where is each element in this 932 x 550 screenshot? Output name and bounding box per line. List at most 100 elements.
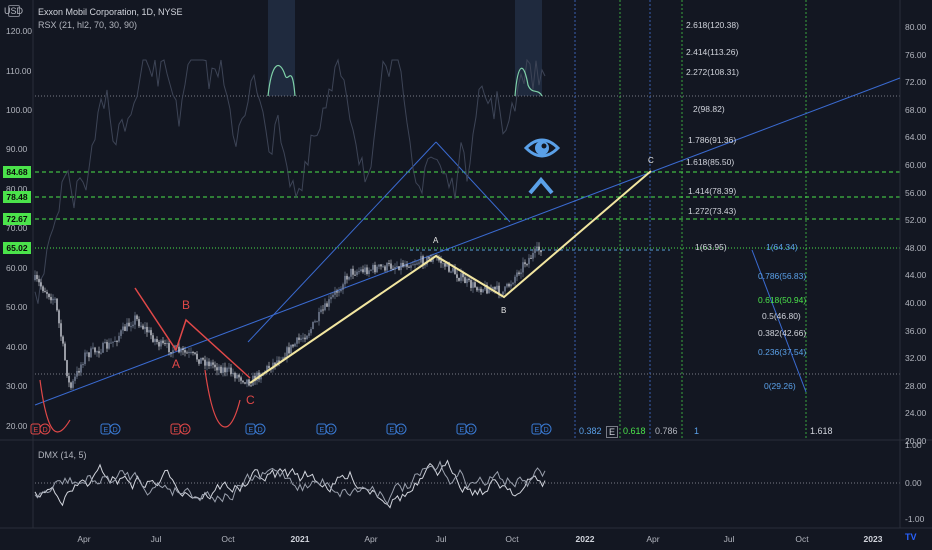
candle-body bbox=[508, 283, 510, 287]
candle-body bbox=[242, 380, 244, 383]
wave-label-a: A bbox=[433, 236, 439, 245]
wave-label-c: C bbox=[648, 156, 654, 165]
candle-body bbox=[422, 256, 424, 266]
candle-body bbox=[138, 319, 140, 327]
candle-body bbox=[390, 263, 392, 269]
candle-body bbox=[46, 292, 48, 294]
candle-body bbox=[194, 352, 196, 354]
candle-body bbox=[366, 267, 368, 275]
left-axis-label: 80.00 bbox=[6, 184, 28, 194]
candle-body bbox=[244, 382, 246, 384]
candle-body bbox=[522, 262, 524, 273]
candle-body bbox=[112, 341, 114, 343]
candle-body bbox=[144, 326, 146, 329]
right-axis-label: 80.00 bbox=[905, 22, 927, 32]
candle-body bbox=[210, 362, 212, 367]
candle-body bbox=[310, 328, 312, 334]
candle-body bbox=[118, 335, 120, 342]
candle-body bbox=[336, 291, 338, 293]
candle-body bbox=[34, 275, 36, 280]
candle-body bbox=[408, 266, 410, 268]
indicator-legend-rsx[interactable]: RSX (21, hl2, 70, 30, 90) bbox=[38, 20, 138, 30]
candle-body bbox=[54, 298, 56, 300]
tradingview-logo[interactable]: TV bbox=[905, 532, 917, 542]
candle-body bbox=[518, 272, 520, 275]
candle-body bbox=[44, 291, 46, 293]
time-fib-label: 1 bbox=[694, 426, 700, 436]
candle-body bbox=[386, 263, 388, 271]
candle-body bbox=[482, 289, 484, 293]
candle-body bbox=[534, 248, 536, 253]
dividend-marker-label: D bbox=[544, 427, 549, 434]
candle-body bbox=[228, 367, 230, 369]
candle-body bbox=[90, 348, 92, 358]
eye-icon[interactable] bbox=[524, 134, 560, 162]
candle-body bbox=[394, 266, 396, 270]
candle-body bbox=[348, 276, 350, 280]
price-tag: 72.67 bbox=[3, 213, 31, 225]
candle-body bbox=[372, 264, 374, 270]
candle-body bbox=[50, 297, 52, 301]
candle-body bbox=[124, 326, 126, 331]
time-axis-label: Jul bbox=[435, 534, 447, 544]
candle-body bbox=[162, 340, 164, 344]
candle-body bbox=[528, 257, 530, 265]
candle-body bbox=[40, 282, 42, 287]
fib-retracement-level: 0.618(50.94) bbox=[758, 295, 807, 305]
dividend-marker-label: D bbox=[329, 427, 334, 434]
event-marker: E bbox=[606, 426, 619, 438]
earnings-marker-label: E bbox=[104, 427, 109, 434]
candle-body bbox=[266, 365, 268, 372]
candle-body bbox=[92, 347, 94, 349]
right-axis-label: 48.00 bbox=[905, 242, 927, 253]
candle-body bbox=[450, 271, 452, 273]
candle-body bbox=[132, 324, 134, 327]
candle-body bbox=[222, 367, 224, 373]
dmx-axis-label: 0.00 bbox=[905, 478, 922, 488]
candle-body bbox=[110, 342, 112, 344]
candle-body bbox=[214, 364, 216, 368]
time-axis-label: Oct bbox=[505, 534, 519, 544]
candle-body bbox=[338, 291, 340, 293]
candle-body bbox=[320, 309, 322, 312]
candle-body bbox=[306, 335, 308, 340]
candle-body bbox=[398, 266, 400, 271]
candle-body bbox=[246, 379, 248, 384]
time-axis-label: Jul bbox=[150, 534, 162, 544]
rsx-oversold-segment bbox=[204, 369, 241, 428]
left-axis-label: 40.00 bbox=[6, 342, 28, 352]
left-axis-label: 70.00 bbox=[6, 223, 28, 233]
fib-extension-level: 1.786(91.36) bbox=[688, 135, 737, 145]
dividend-marker-label: D bbox=[258, 427, 263, 434]
earnings-marker-label: E bbox=[174, 427, 179, 434]
dividend-marker-label: D bbox=[469, 427, 474, 434]
candle-body bbox=[58, 310, 60, 324]
candle-body bbox=[356, 271, 358, 275]
fib-extension-level: 1.618(85.50) bbox=[686, 157, 735, 167]
left-axis-label: 110.00 bbox=[6, 66, 32, 76]
candle-body bbox=[416, 263, 418, 265]
candle-body bbox=[452, 267, 454, 272]
symbol-title[interactable]: Exxon Mobil Corporation, 1D, NYSE bbox=[38, 7, 183, 17]
symbol-icon[interactable] bbox=[8, 5, 20, 17]
candle-body bbox=[102, 342, 104, 353]
candle-body bbox=[526, 264, 528, 266]
candle-body bbox=[362, 269, 364, 273]
indicator-legend-dmx[interactable]: DMX (14, 5) bbox=[38, 450, 87, 460]
candle-body bbox=[36, 275, 38, 280]
left-axis-label: 20.00 bbox=[6, 421, 28, 431]
candle-body bbox=[208, 361, 210, 367]
candle-body bbox=[360, 269, 362, 272]
candle-body bbox=[290, 344, 292, 354]
price-tag: 65.02 bbox=[3, 242, 31, 254]
